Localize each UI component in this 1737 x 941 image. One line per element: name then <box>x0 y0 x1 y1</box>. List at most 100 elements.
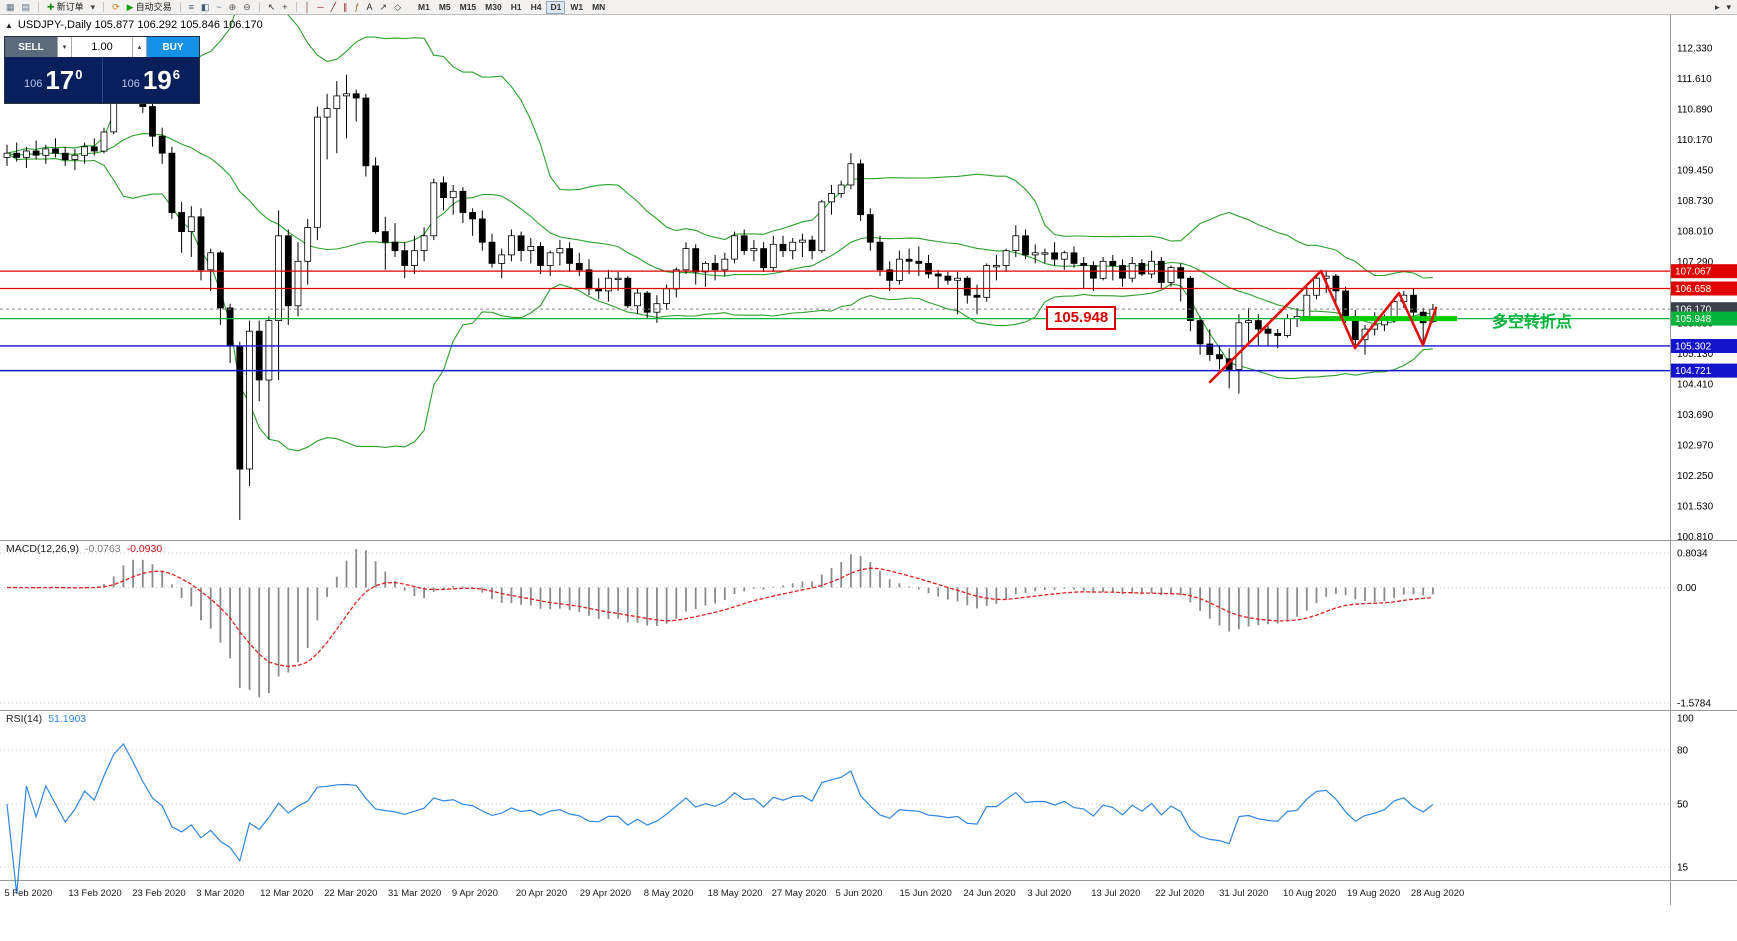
candle-bearish <box>740 235 748 252</box>
rsi-axis-label: 50 <box>1677 800 1689 811</box>
candle-bearish <box>1070 252 1078 264</box>
chart-candles-icon[interactable]: ◧ <box>199 2 212 12</box>
candle-bullish <box>333 95 341 110</box>
candle-bearish <box>178 212 186 233</box>
candle-bearish <box>1274 332 1282 336</box>
timeframe-h1[interactable]: H1 <box>510 1 522 12</box>
candle-bearish <box>401 250 409 266</box>
timeframe-m1[interactable]: M1 <box>418 1 430 12</box>
scroll-forward-icon[interactable]: ▸ <box>1713 2 1722 12</box>
timeframe-m15[interactable]: M15 <box>459 1 477 12</box>
candle-bearish <box>61 152 69 160</box>
date-axis-label: 29 Apr 2020 <box>580 888 631 899</box>
candle-bearish <box>1254 320 1262 330</box>
channel-icon-glyph: ∥ <box>343 1 348 12</box>
timeframe-d1[interactable]: D1 <box>546 0 566 14</box>
timeframe-m30[interactable]: M30 <box>485 1 502 12</box>
sell-price-point: 0 <box>75 66 83 82</box>
volume-input[interactable]: 1.00 <box>72 37 132 57</box>
candle-bullish <box>294 260 302 307</box>
macd-signal-line <box>6 567 1433 668</box>
sell-price[interactable]: 106 17 0 <box>5 57 102 103</box>
rsi-axis-label: 15 <box>1677 863 1689 874</box>
price-axis-label: 104.410 <box>1677 379 1714 390</box>
timeframe-m5[interactable]: M5 <box>438 1 451 12</box>
turning-point-label[interactable]: 多空转折点 <box>1492 314 1573 331</box>
date-axis-label: 31 Jul 2020 <box>1219 888 1268 899</box>
candle-bearish <box>711 262 719 271</box>
rsi-name: RSI(14) <box>6 713 43 725</box>
timeframe-h4[interactable]: H4 <box>530 1 542 12</box>
refresh-icon[interactable]: ⟳ <box>110 2 122 12</box>
date-axis-label: 22 Jul 2020 <box>1155 888 1204 899</box>
channel-icon[interactable]: ∥ <box>341 1 350 12</box>
profiles-icon[interactable]: ▤ <box>20 2 33 12</box>
candle-bullish <box>304 226 312 262</box>
candle-bearish <box>1109 260 1117 266</box>
candle-bearish <box>391 241 399 252</box>
price-callout-box[interactable]: 105.948 <box>1046 306 1117 330</box>
zoom-in-icon[interactable]: ⊕ <box>227 2 239 12</box>
date-axis-label: 27 May 2020 <box>772 888 827 899</box>
date-axis-label: 8 May 2020 <box>644 888 694 899</box>
chart-bars-icon[interactable]: ≡ <box>187 2 196 12</box>
arrow-tool-icon[interactable]: ↗ <box>378 1 390 12</box>
candle-bearish <box>362 97 370 167</box>
date-axis-label: 15 Jun 2020 <box>899 888 951 899</box>
date-axis-label: 28 Aug 2020 <box>1411 888 1464 899</box>
new-order-button[interactable]: ✚ 新订单 <box>45 1 86 14</box>
chart-line-icon[interactable]: ~ <box>214 1 223 12</box>
sell-button[interactable]: SELL <box>5 37 57 57</box>
crosshair-icon-glyph: + <box>282 1 288 12</box>
timeframe-w1[interactable]: W1 <box>570 1 584 12</box>
buy-price-pips: 19 <box>142 64 172 95</box>
candle-bearish <box>973 294 981 298</box>
more-icon[interactable]: ▾ <box>1724 2 1733 12</box>
collapse-arrow-icon[interactable]: ▲ <box>5 20 13 30</box>
candle-bullish <box>1245 320 1252 324</box>
candle-bullish <box>246 330 253 470</box>
auto-trading-button[interactable]: ▶ 自动交易 <box>125 1 174 14</box>
candle-bullish <box>275 235 283 322</box>
horizontal-line-icon[interactable]: ─ <box>315 2 325 12</box>
candle-bearish <box>149 106 156 137</box>
trendline-icon[interactable]: ╱ <box>329 2 338 12</box>
chart-line-icon-glyph: ~ <box>216 1 222 12</box>
trade-panel-divider <box>101 57 103 103</box>
price-tag-label: 105.948 <box>1675 314 1712 325</box>
timeframe-mn[interactable]: MN <box>592 1 606 12</box>
cursor-icon[interactable]: ↖ <box>266 2 278 12</box>
candle-bearish <box>1196 320 1204 345</box>
crosshair-icon[interactable]: + <box>280 1 289 12</box>
buy-price[interactable]: 106 19 6 <box>103 57 200 103</box>
candle-bearish <box>13 152 21 158</box>
candle-bearish <box>876 241 884 271</box>
candle-bearish <box>760 248 767 269</box>
rsi-indicator-label: RSI(14) 51.1903 <box>6 713 86 725</box>
price-axis-label: 100.810 <box>1677 532 1714 543</box>
fibonacci-icon[interactable]: ƒ <box>353 2 362 12</box>
candle-bullish <box>3 152 11 158</box>
toolbar-separator <box>103 2 105 12</box>
volume-increase-button[interactable]: ▴ <box>132 37 147 57</box>
price-axis-label: 102.250 <box>1677 471 1714 482</box>
candle-bullish <box>1031 252 1039 256</box>
zoom-out-icon[interactable]: ⊖ <box>241 2 253 12</box>
trend-zigzag-line[interactable] <box>1208 269 1438 384</box>
charts-window-icon[interactable]: ▦ <box>4 2 17 12</box>
new-order-dropdown-icon[interactable]: ▾ <box>89 2 98 12</box>
date-axis-label: 3 Mar 2020 <box>196 888 244 899</box>
price-tag-label: 105.302 <box>1675 341 1712 352</box>
vertical-line-icon[interactable]: │ <box>303 2 313 12</box>
candle-bullish <box>449 190 457 199</box>
buy-button[interactable]: BUY <box>147 37 199 57</box>
candle-bullish <box>1002 250 1010 266</box>
shapes-icon[interactable]: ◇ <box>392 2 403 12</box>
arrow-tool-icon-glyph: ↗ <box>379 1 388 12</box>
volume-decrease-button[interactable]: ▾ <box>57 37 72 57</box>
candle-bullish <box>1060 252 1068 260</box>
candle-bearish <box>440 182 447 199</box>
text-icon[interactable]: A <box>365 2 375 12</box>
price-axis-label: 108.730 <box>1677 196 1714 207</box>
